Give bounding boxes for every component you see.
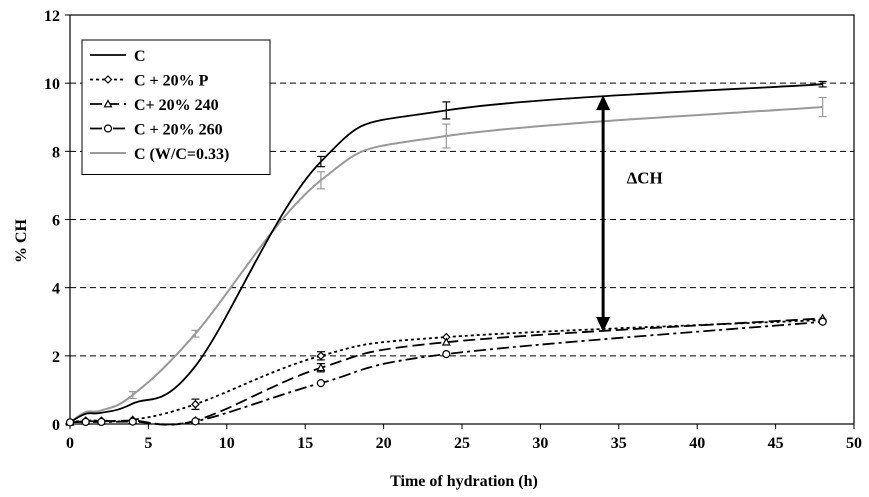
legend-label: C + 20% 260 [134,122,223,139]
x-tick-label: 15 [297,435,313,452]
diamond-marker [103,75,113,84]
y-tick-label: 2 [52,349,60,366]
delta-ch-label: ΔCH [627,169,663,188]
y-tick-label: 0 [52,417,60,434]
circle-marker [191,417,200,426]
circle-marker [65,418,75,427]
y-tick-label: 10 [44,76,60,93]
x-axis-title: Time of hydration (h) [390,473,538,490]
series-line [69,320,823,426]
legend-label: C+ 20% 240 [134,97,219,114]
legend-item: C (W/C=0.33) [90,146,229,163]
series-3 [65,317,827,427]
series-line [69,319,823,424]
x-tick-label: 25 [454,435,470,452]
x-tick-label: 10 [219,435,235,452]
series-line [69,106,823,424]
y-tick-label: 8 [52,144,60,161]
arrow-head-up [596,95,611,111]
arrow-head-down [596,316,611,332]
triangle-marker [316,363,326,372]
y-tick-label: 6 [52,213,60,230]
x-tick-label: 20 [376,435,392,452]
y-tick-label: 4 [52,281,60,298]
x-tick-label: 30 [532,435,548,452]
series-layer [65,80,828,427]
legend-label: C (W/C=0.33) [134,146,229,163]
legend: C C + 20% P C+ 20% 240 C + 20% 260 C (W/C=0.… [81,39,271,175]
legend-item: C + 20% P [90,73,209,90]
x-tick-label: 5 [144,435,152,452]
series-0 [69,80,827,424]
legend-item: C + 20% 260 [90,122,223,139]
delta-ch-annotation: ΔCH [596,95,663,332]
annotation-layer: ΔCH [596,95,663,332]
legend-label: C + 20% P [134,73,209,90]
circle-marker [128,417,137,426]
series-line [69,83,823,424]
y-tick-label: 12 [44,8,60,25]
triangle-marker [441,337,451,346]
y-axis-title: % CH [13,218,30,263]
x-tick-label: 40 [689,435,705,452]
circle-marker [81,417,90,427]
circle-marker [442,350,451,359]
diamond-marker [191,399,200,409]
circle-marker [97,417,106,427]
x-tick-label: 45 [768,435,784,452]
axes-layer: 0 2 4 6 8 10 12 0 5 10 15 20 25 30 35 40 45 50 [44,8,862,452]
legend-label: C [134,48,146,65]
series-1 [65,315,827,427]
series-4 [69,96,827,424]
legend-item: C [90,48,146,65]
triangle-marker [103,99,113,108]
circle-marker [103,124,113,133]
diamond-marker [316,351,326,361]
x-tick-label: 35 [611,435,627,452]
circle-marker [316,379,325,388]
legend-item: C+ 20% 240 [90,97,219,114]
x-tick-label: 0 [66,435,74,452]
circle-marker [818,317,827,326]
x-tick-label: 50 [846,435,862,452]
